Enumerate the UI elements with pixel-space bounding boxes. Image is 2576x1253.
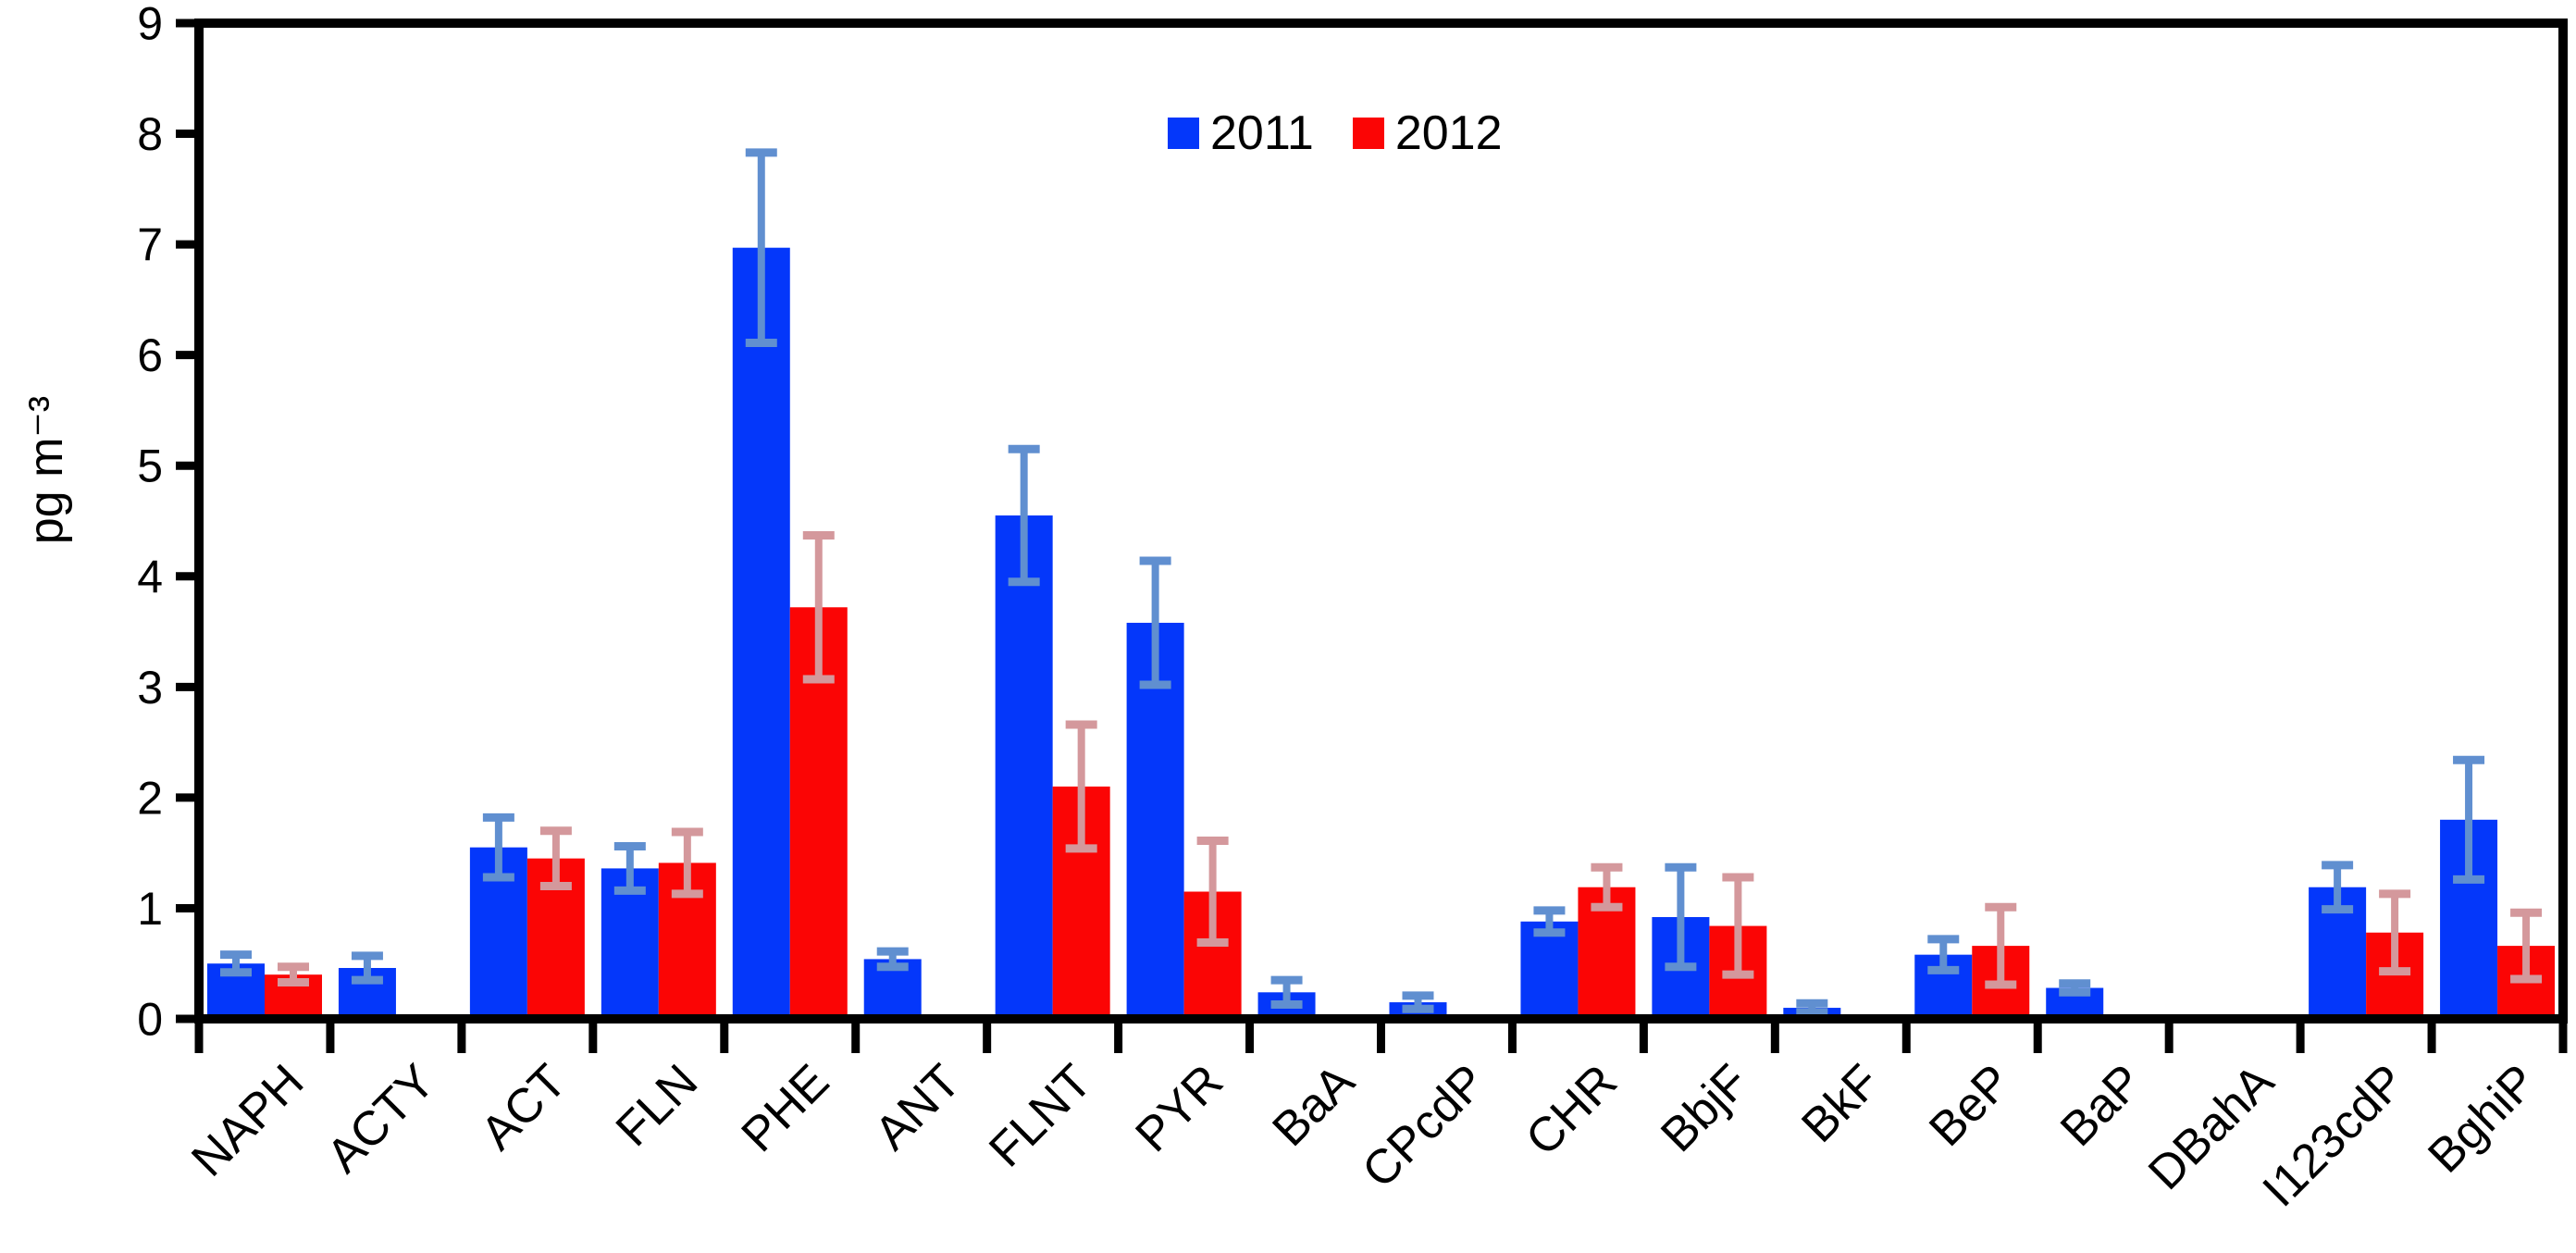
y-tick-label: 5 (137, 440, 163, 492)
legend-label-2012: 2012 (1394, 106, 1503, 160)
legend-swatch-2012 (1352, 118, 1384, 149)
x-category-label-BbjF: BbjF (1651, 1054, 1759, 1162)
y-tick-label: 6 (137, 329, 163, 381)
y-axis-title: pg m⁻³ (19, 395, 73, 545)
x-category-label-BkF: BkF (1791, 1054, 1889, 1152)
x-category-label-ACTY: ACTY (316, 1054, 445, 1183)
legend-swatch-2011 (1168, 118, 1199, 149)
y-tick-label: 7 (137, 219, 163, 271)
x-category-label-BeP: BeP (1919, 1054, 2022, 1157)
y-tick-label: 9 (137, 0, 163, 50)
legend-label-2011: 2011 (1210, 106, 1314, 160)
bar-2011-CHR (1520, 921, 1579, 1019)
y-tick-label: 2 (137, 772, 163, 824)
x-category-label-CHR: CHR (1516, 1054, 1628, 1166)
y-tick-label: 0 (137, 994, 163, 1046)
chart-legend: 2011 2012 (1168, 109, 1503, 157)
legend-item-2012: 2012 (1352, 106, 1503, 160)
x-category-label-FLN: FLN (606, 1054, 708, 1156)
x-category-label-ANT: ANT (865, 1054, 972, 1160)
x-category-label-FLNT: FLNT (979, 1054, 1102, 1177)
x-category-label-BghiP: BghiP (2418, 1054, 2546, 1183)
y-tick-label: 1 (137, 883, 163, 935)
bar-2011-PHE (732, 247, 790, 1020)
bar-2011-FLNT (995, 515, 1053, 1019)
x-category-label-I123cdP: I123cdP (2253, 1054, 2416, 1217)
legend-item-2011: 2011 (1168, 109, 1314, 157)
x-category-label-CPcdP: CPcdP (1353, 1054, 1496, 1197)
y-tick-label: 8 (137, 108, 163, 160)
x-category-label-PYR: PYR (1125, 1054, 1233, 1162)
x-category-label-BaP: BaP (2050, 1054, 2153, 1157)
y-tick-label: 4 (137, 551, 163, 602)
x-category-label-NAPH: NAPH (181, 1054, 314, 1186)
x-category-label-ACT: ACT (471, 1054, 577, 1160)
x-category-label-PHE: PHE (732, 1054, 840, 1162)
plot-border (194, 19, 2568, 1023)
x-category-label-BaA: BaA (1262, 1054, 1365, 1157)
y-tick-label: 3 (137, 662, 163, 713)
